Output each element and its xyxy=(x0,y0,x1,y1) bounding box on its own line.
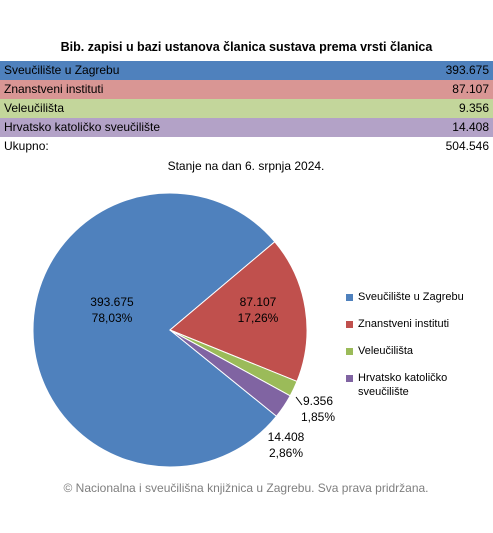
legend-swatch xyxy=(346,348,353,355)
percent-label: 2,86% xyxy=(269,446,303,460)
legend-entry: Hrvatsko katoličko sveučilište xyxy=(346,371,488,399)
footer: © Nacionalna i sveučilišna knjižnica u Z… xyxy=(63,481,428,495)
table-total: Ukupno: 504.546 xyxy=(0,137,493,156)
legend-label: Veleučilišta xyxy=(358,345,414,357)
value-label: 393.675 xyxy=(90,295,134,309)
legend-swatch xyxy=(346,321,353,328)
row-value: 9.356 xyxy=(458,101,489,115)
legend-swatch xyxy=(346,294,353,301)
value-label: 14.408 xyxy=(268,430,305,444)
table-title: Bib. zapisi u bazi ustanova članica sust… xyxy=(60,40,433,54)
row-value: 393.675 xyxy=(445,63,489,77)
total-value: 504.546 xyxy=(445,139,489,153)
row-name: Veleučilišta xyxy=(4,101,65,115)
pie-slice xyxy=(169,329,291,417)
row-value: 14.408 xyxy=(452,120,489,134)
legend-entry: Znanstveni instituti xyxy=(346,317,488,331)
row-name: Hrvatsko katoličko sveučilište xyxy=(4,120,161,134)
table-row: Veleučilišta 9.356 xyxy=(0,99,493,118)
pie-slice xyxy=(169,241,308,383)
chart-subtitle: Stanje na dan 6. srpnja 2024. xyxy=(168,159,325,173)
percent-label: 17,26% xyxy=(238,311,279,325)
value-label: 87.107 xyxy=(240,295,277,309)
row-name: Sveučilište u Zagrebu xyxy=(4,63,120,77)
legend-entry: Veleučilišta xyxy=(346,344,488,358)
percent-label: 1,85% xyxy=(301,410,335,424)
row-name: Znanstveni instituti xyxy=(4,82,104,96)
legend-entry: Sveučilište u Zagrebu xyxy=(346,290,488,304)
row-value: 87.107 xyxy=(452,82,489,96)
legend-swatch xyxy=(346,375,353,382)
percent-label: 78,03% xyxy=(92,311,133,325)
table-row: Znanstveni instituti 87.107 xyxy=(0,80,493,99)
total-label: Ukupno: xyxy=(4,139,49,153)
leader-line xyxy=(295,396,303,406)
table-row: Sveučilište u Zagrebu 393.675 xyxy=(0,61,493,80)
table-row: Hrvatsko katoličko sveučilište 14.408 xyxy=(0,118,493,137)
legend-label: Hrvatsko katoličko sveučilište xyxy=(358,372,448,398)
legend-label: Sveučilište u Zagrebu xyxy=(358,291,464,303)
pie-slice xyxy=(32,192,278,468)
value-label: 9.356 xyxy=(303,394,333,408)
legend-label: Znanstveni instituti xyxy=(358,318,450,330)
